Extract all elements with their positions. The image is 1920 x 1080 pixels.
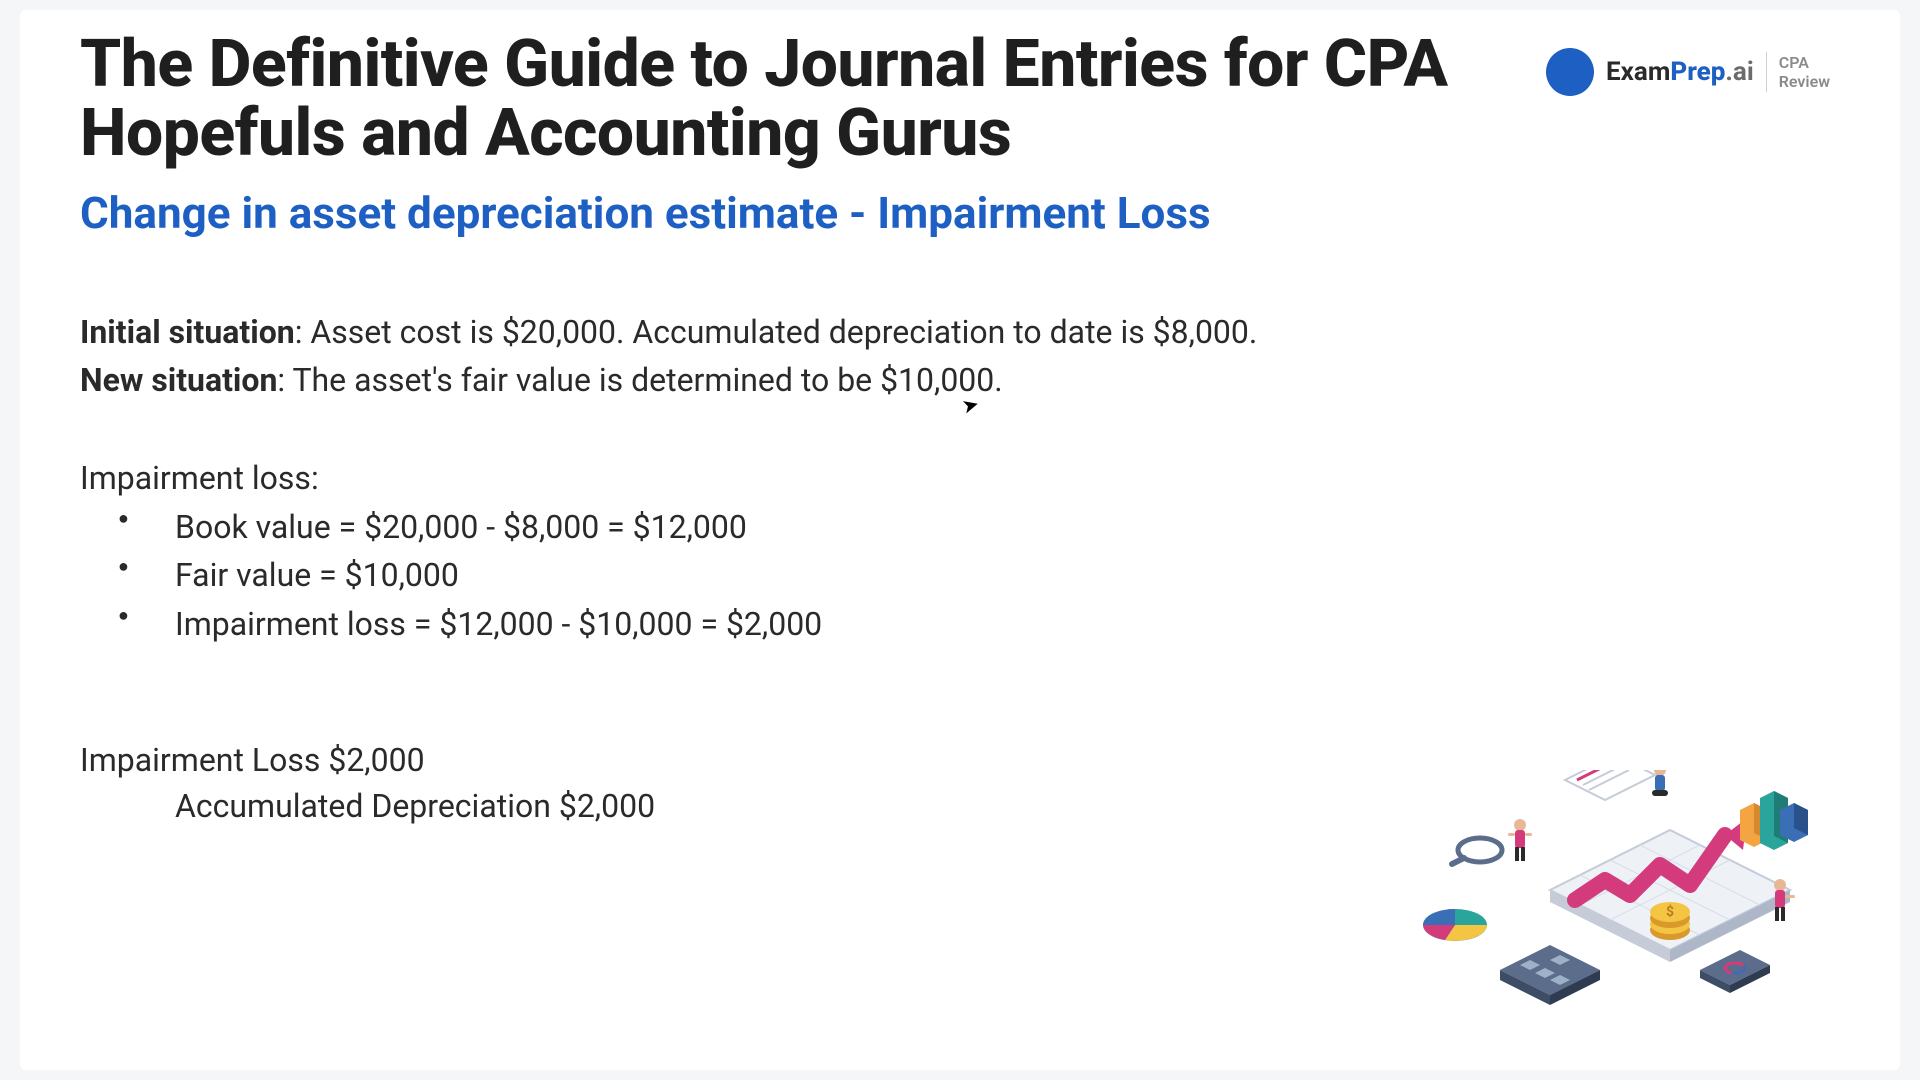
new-text: : The asset's fair value is determined t… [277,361,1002,399]
bullet-list: Book value = $20,000 - $8,000 = $12,000 … [80,504,1840,647]
logo-prep: Prep [1670,57,1725,87]
slide: The Definitive Guide to Journal Entries … [20,10,1900,1070]
logo-subtext: CPA Review [1779,53,1830,91]
title-block: The Definitive Guide to Journal Entries … [80,30,1546,239]
logo-exam: Exam [1606,57,1670,87]
initial-text: : Asset cost is $20,000. Accumulated dep… [295,313,1258,351]
svg-text:$: $ [1666,903,1674,920]
logo-sub-line2: Review [1779,72,1830,91]
content-body: Initial situation: Asset cost is $20,000… [80,309,1840,830]
initial-situation: Initial situation: Asset cost is $20,000… [80,309,1840,355]
logo-icon [1546,48,1594,96]
list-item: Fair value = $10,000 [80,552,1840,598]
list-item: Book value = $20,000 - $8,000 = $12,000 [80,504,1840,550]
subtitle: Change in asset depreciation estimate - … [80,187,1546,239]
logo-divider [1766,52,1767,92]
impairment-heading: Impairment loss: [80,455,1840,501]
header-row: The Definitive Guide to Journal Entries … [80,30,1840,239]
decorative-illustration: $ [1400,770,1820,1030]
logo-sub-line1: CPA [1779,53,1830,72]
brand-logo: ExamPrep.ai CPA Review [1546,48,1830,96]
logo-ai: .ai [1725,57,1753,87]
new-label: New situation [80,361,277,399]
list-item: Impairment loss = $12,000 - $10,000 = $2… [80,601,1840,647]
logo-text: ExamPrep.ai [1606,57,1754,87]
main-title: The Definitive Guide to Journal Entries … [80,30,1480,169]
initial-label: Initial situation [80,313,295,351]
